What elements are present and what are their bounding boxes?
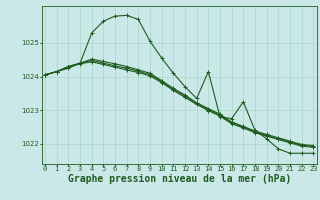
X-axis label: Graphe pression niveau de la mer (hPa): Graphe pression niveau de la mer (hPa) — [68, 173, 291, 184]
